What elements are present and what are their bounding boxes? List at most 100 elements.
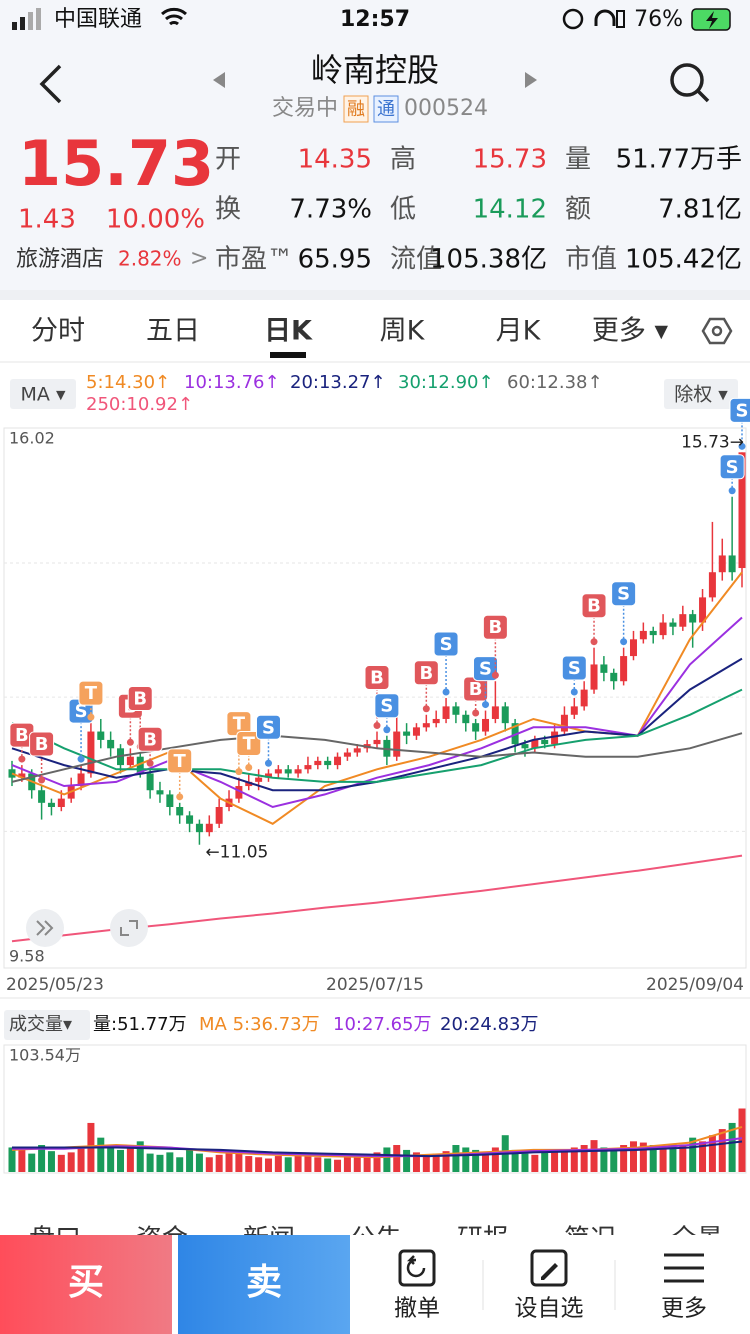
y-tick-label: 16.02: [9, 429, 55, 448]
candle-body: [314, 760, 322, 766]
watch-icon[interactable]: [530, 1249, 568, 1287]
price-annotation: 15.73→: [681, 432, 744, 452]
more-icon[interactable]: [664, 1253, 704, 1283]
volume-bar: [442, 1151, 450, 1172]
signal-dot: [235, 768, 243, 776]
field-label: 开: [215, 145, 241, 175]
candle-body: [728, 555, 736, 573]
ma-selector-box[interactable]: [10, 379, 76, 409]
cancel-glyph: [406, 1255, 426, 1278]
volume-bar: [18, 1149, 26, 1172]
signal-badge: [482, 614, 508, 640]
next-stock[interactable]: [525, 72, 537, 88]
volume-bar: [610, 1149, 618, 1172]
signal-dot: [570, 688, 578, 696]
field-label: 换: [215, 195, 241, 225]
battery-level: 76%: [634, 7, 683, 32]
signal-dot: [176, 793, 184, 801]
candle-body: [708, 572, 716, 598]
more-label[interactable]: 更多: [661, 1296, 707, 1322]
candle-body: [126, 756, 134, 766]
candle-body: [521, 744, 529, 749]
y-tick-label: 103.54万: [9, 1046, 81, 1065]
candle-body: [87, 731, 95, 774]
buy-button[interactable]: [0, 1235, 172, 1334]
search-handle: [696, 89, 710, 103]
ma-legend: 5:14.30↑ 10:13.76↑ 20:13.27↑ 30:12.90↑ 60:12…: [86, 372, 603, 415]
signal-label: B: [587, 596, 601, 617]
candle-body: [294, 769, 302, 774]
sector-arrow[interactable]: >: [190, 246, 208, 271]
sell-button[interactable]: [178, 1235, 350, 1334]
volume-bar: [620, 1145, 628, 1172]
ma-selector[interactable]: MA ▾: [21, 384, 66, 406]
tab[interactable]: 分时: [31, 316, 85, 347]
signal-badge: [255, 714, 281, 740]
volume-bar: [156, 1154, 164, 1172]
volume-selector-box[interactable]: [4, 1010, 90, 1040]
field-label: 低: [390, 195, 416, 225]
volume-selector[interactable]: 成交量▾: [9, 1014, 72, 1035]
volume-bar: [491, 1147, 499, 1172]
candle-body: [146, 773, 154, 791]
candle-body: [274, 769, 282, 774]
settings-icon[interactable]: [701, 317, 733, 345]
volume-bar: [551, 1151, 559, 1172]
tab[interactable]: 周K: [380, 316, 426, 347]
signal-dot: [18, 755, 26, 763]
sell-label[interactable]: 卖: [246, 1262, 282, 1303]
signal-dot: [422, 705, 430, 713]
candle-body: [8, 769, 16, 778]
buy-label[interactable]: 买: [68, 1262, 104, 1303]
status-bar: 中国联通 12:57 76%: [12, 7, 731, 32]
signal-label: S: [440, 634, 453, 655]
stock-code: 000524: [404, 96, 488, 121]
candle-body: [18, 773, 26, 778]
volume-bar: [225, 1152, 233, 1172]
divider: [0, 290, 750, 300]
signal-bar: [20, 17, 25, 30]
candle-body: [264, 773, 272, 778]
volume-bar: [393, 1145, 401, 1172]
signal-dot: [482, 701, 490, 709]
volume-bar: [28, 1153, 36, 1172]
x-tick-label: 2025/09/04: [646, 975, 744, 995]
tab[interactable]: 更多 ▾: [592, 316, 669, 347]
volume-bar: [708, 1135, 716, 1172]
candle-body: [422, 723, 430, 728]
signal-dot: [264, 759, 272, 767]
back-button[interactable]: [39, 64, 62, 104]
adjust-box[interactable]: [664, 379, 738, 409]
last-price: 15.73: [18, 127, 214, 200]
signal-badge: [364, 665, 390, 691]
signal-dot: [383, 726, 391, 734]
volume-legend-item: MA 5:36.73万: [199, 1014, 320, 1035]
signal-label: T: [233, 714, 246, 735]
fullscreen-button[interactable]: [110, 909, 148, 947]
signal-dot: [373, 722, 381, 730]
candle-body: [107, 739, 115, 749]
cancel-icon[interactable]: [398, 1249, 436, 1287]
candle-body: [403, 731, 411, 736]
signal-badge: [29, 731, 55, 757]
candle-body: [580, 689, 588, 707]
volume-bar: [541, 1152, 549, 1172]
adjust-selector[interactable]: 除权 ▾: [674, 384, 728, 406]
watch-label[interactable]: 设自选: [515, 1296, 584, 1322]
candle-body: [343, 752, 351, 757]
prev-stock[interactable]: [213, 72, 225, 88]
tab[interactable]: 月K: [496, 316, 542, 347]
signal-badge: [167, 748, 193, 774]
signal-badge: [374, 693, 400, 719]
tab[interactable]: 日K: [264, 316, 313, 347]
field-value: 105.38亿: [430, 245, 547, 275]
tab[interactable]: 五日: [146, 316, 200, 347]
candle-body: [373, 739, 381, 745]
field-value: 7.73%: [289, 195, 372, 225]
signal-label: S: [479, 659, 492, 680]
candle-body: [699, 597, 707, 623]
cancel-label[interactable]: 撤单: [394, 1296, 440, 1322]
badge: 融: [347, 99, 365, 120]
volume-bar: [383, 1147, 391, 1172]
search-button[interactable]: [670, 63, 704, 97]
